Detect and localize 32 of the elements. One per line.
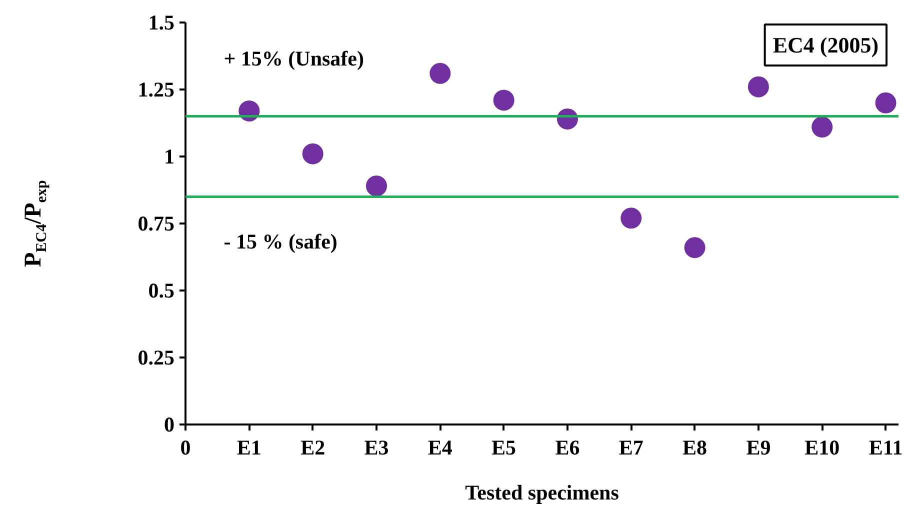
x-tick-label: E5 [492, 436, 516, 460]
point [875, 92, 896, 114]
y-tick-label: 0 [164, 412, 174, 436]
x-tick-label: E9 [746, 436, 771, 460]
y-tick-label: 0.5 [148, 278, 174, 302]
point [493, 90, 514, 111]
y-tick-label: 0.75 [138, 212, 174, 236]
y-tick-label: 1.25 [138, 78, 174, 102]
point [366, 176, 387, 196]
y-tick-label: 0.25 [138, 346, 174, 370]
x-axis-title: Tested specimens [465, 480, 619, 504]
x-tick-label: E8 [682, 436, 708, 460]
y-tick-label: 1.5 [148, 10, 174, 34]
y-tick-label: 1 [164, 144, 174, 168]
x-tick-label: E7 [618, 436, 644, 460]
x-tick-label: E2 [300, 436, 326, 460]
ref-line-label: + 15% (Unsafe) [224, 46, 364, 70]
x-tick-label: E6 [555, 436, 580, 460]
x-tick-label: E3 [364, 436, 389, 460]
annotation: EC4 (2005) [772, 32, 879, 58]
x-tick-label: E4 [428, 436, 453, 460]
x-tick-label: E1 [236, 436, 262, 460]
point [430, 62, 451, 84]
x-tick-label: 0 [180, 436, 191, 460]
x-tick-label: E11 [868, 436, 903, 460]
point [684, 237, 706, 258]
x-tick-label: E10 [804, 436, 840, 460]
point [620, 208, 642, 229]
point [302, 143, 324, 164]
point [812, 116, 833, 138]
ref-line-label: - 15 % (safe) [224, 230, 338, 254]
point [748, 76, 769, 98]
